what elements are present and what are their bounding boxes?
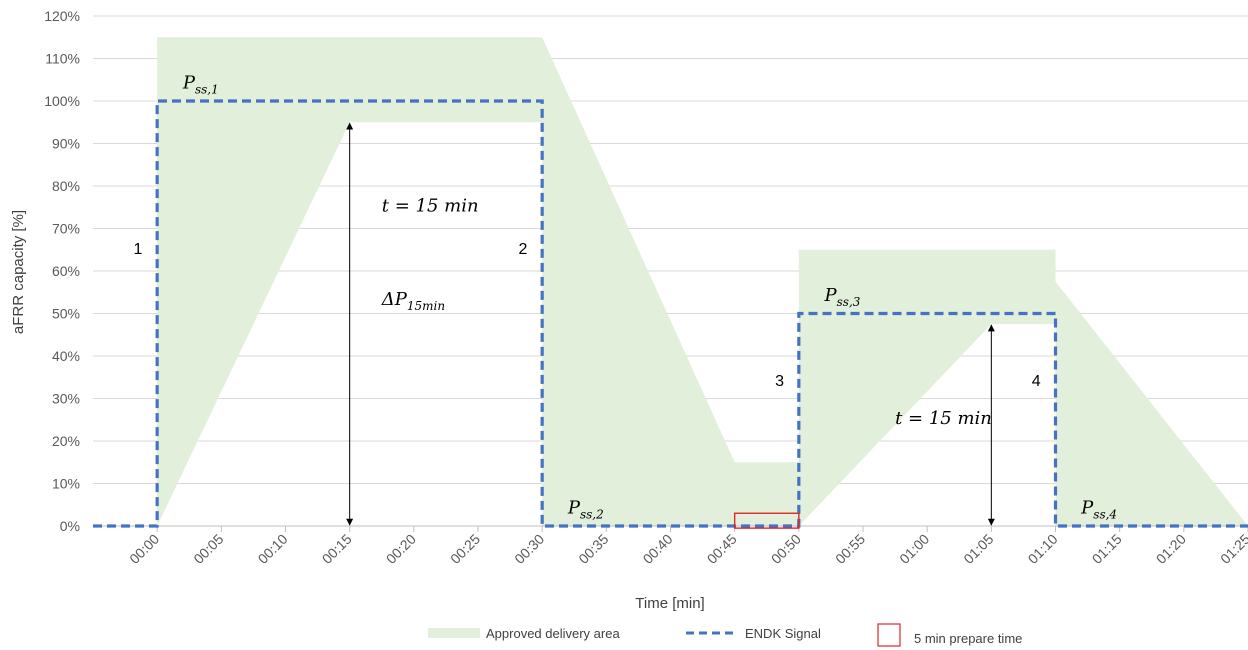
- x-tick-label: 01:25: [1217, 531, 1248, 567]
- math-annotation: Pss,4: [1080, 497, 1117, 521]
- x-tick-label: 01:05: [960, 531, 996, 567]
- y-tick-label: 0%: [60, 518, 80, 534]
- endk-signal: [93, 99, 1248, 528]
- y-tick-label: 70%: [52, 221, 80, 237]
- legend-area-swatch: [428, 628, 480, 638]
- math-annotation: ΔP15min: [381, 289, 445, 313]
- x-tick-label: 00:10: [255, 531, 291, 567]
- y-tick-label: 50%: [52, 306, 80, 322]
- axes: [93, 525, 1248, 532]
- annotations: 1 2 3 4 Pss,1 Pss,2 Pss,3 Pss,4 t = 15 min ΔP15mi…: [133, 72, 1117, 521]
- y-tick-label: 40%: [52, 348, 80, 364]
- x-tick-label: 00:15: [319, 531, 355, 567]
- x-tick-label: 00:05: [190, 531, 226, 567]
- x-tick-label: 00:25: [447, 531, 483, 567]
- approved-delivery-area: [157, 37, 1248, 526]
- y-axis-title: aFRR capacity [%]: [10, 210, 27, 334]
- x-tick-label: 01:20: [1153, 531, 1189, 567]
- x-tick-label: 00:35: [575, 531, 611, 567]
- delivery-area-polygon: [157, 37, 1248, 526]
- math-annotation: Pss,2: [567, 497, 604, 521]
- x-tick-label: 01:00: [896, 531, 932, 567]
- step-number-label: 4: [1032, 373, 1041, 390]
- legend-prepare-swatch: [877, 623, 901, 647]
- x-axis-title: Time [min]: [635, 595, 704, 612]
- legend-area-label: Approved delivery area: [486, 626, 620, 641]
- x-tick-label: 01:10: [1025, 531, 1061, 567]
- step-number-label: 2: [518, 241, 527, 258]
- legend-prepare-label: 5 min prepare time: [914, 631, 1022, 646]
- math-annotation: t = 15 min: [382, 196, 479, 217]
- y-tick-label: 60%: [52, 263, 80, 279]
- x-tick-label: 00:00: [126, 531, 162, 567]
- math-annotation: Pss,1: [182, 72, 219, 96]
- step-number-label: 3: [775, 373, 784, 390]
- arrows: [346, 122, 995, 526]
- math-annotation: t = 15 min: [895, 408, 992, 429]
- prepare-time-box: [733, 512, 800, 529]
- x-tick-label: 00:20: [383, 531, 419, 567]
- x-tick-label: 00:45: [704, 531, 740, 567]
- y-tick-label: 80%: [52, 178, 80, 194]
- y-tick-label: 20%: [52, 433, 80, 449]
- x-tick-label: 00:40: [640, 531, 676, 567]
- legend: Approved delivery area ENDK Signal 5 min…: [428, 623, 1022, 647]
- math-annotation: Pss,3: [824, 285, 861, 309]
- y-tick-label: 120%: [44, 8, 80, 24]
- x-tick-label: 00:50: [768, 531, 804, 567]
- y-tick-label: 90%: [52, 136, 80, 152]
- endk-signal-line: [93, 99, 1248, 528]
- step-number-label: 1: [133, 241, 142, 258]
- y-tick-label: 110%: [45, 51, 80, 67]
- y-tick-label: 10%: [52, 476, 80, 492]
- prepare-time-box: [733, 512, 800, 529]
- legend-signal-label: ENDK Signal: [745, 626, 821, 641]
- y-tick-label: 100%: [44, 93, 80, 109]
- x-tick-label: 01:15: [1089, 531, 1125, 567]
- y-tick-label: 30%: [52, 391, 80, 407]
- x-tick-label: 00:55: [832, 531, 868, 567]
- x-tick-label: 00:30: [511, 531, 547, 567]
